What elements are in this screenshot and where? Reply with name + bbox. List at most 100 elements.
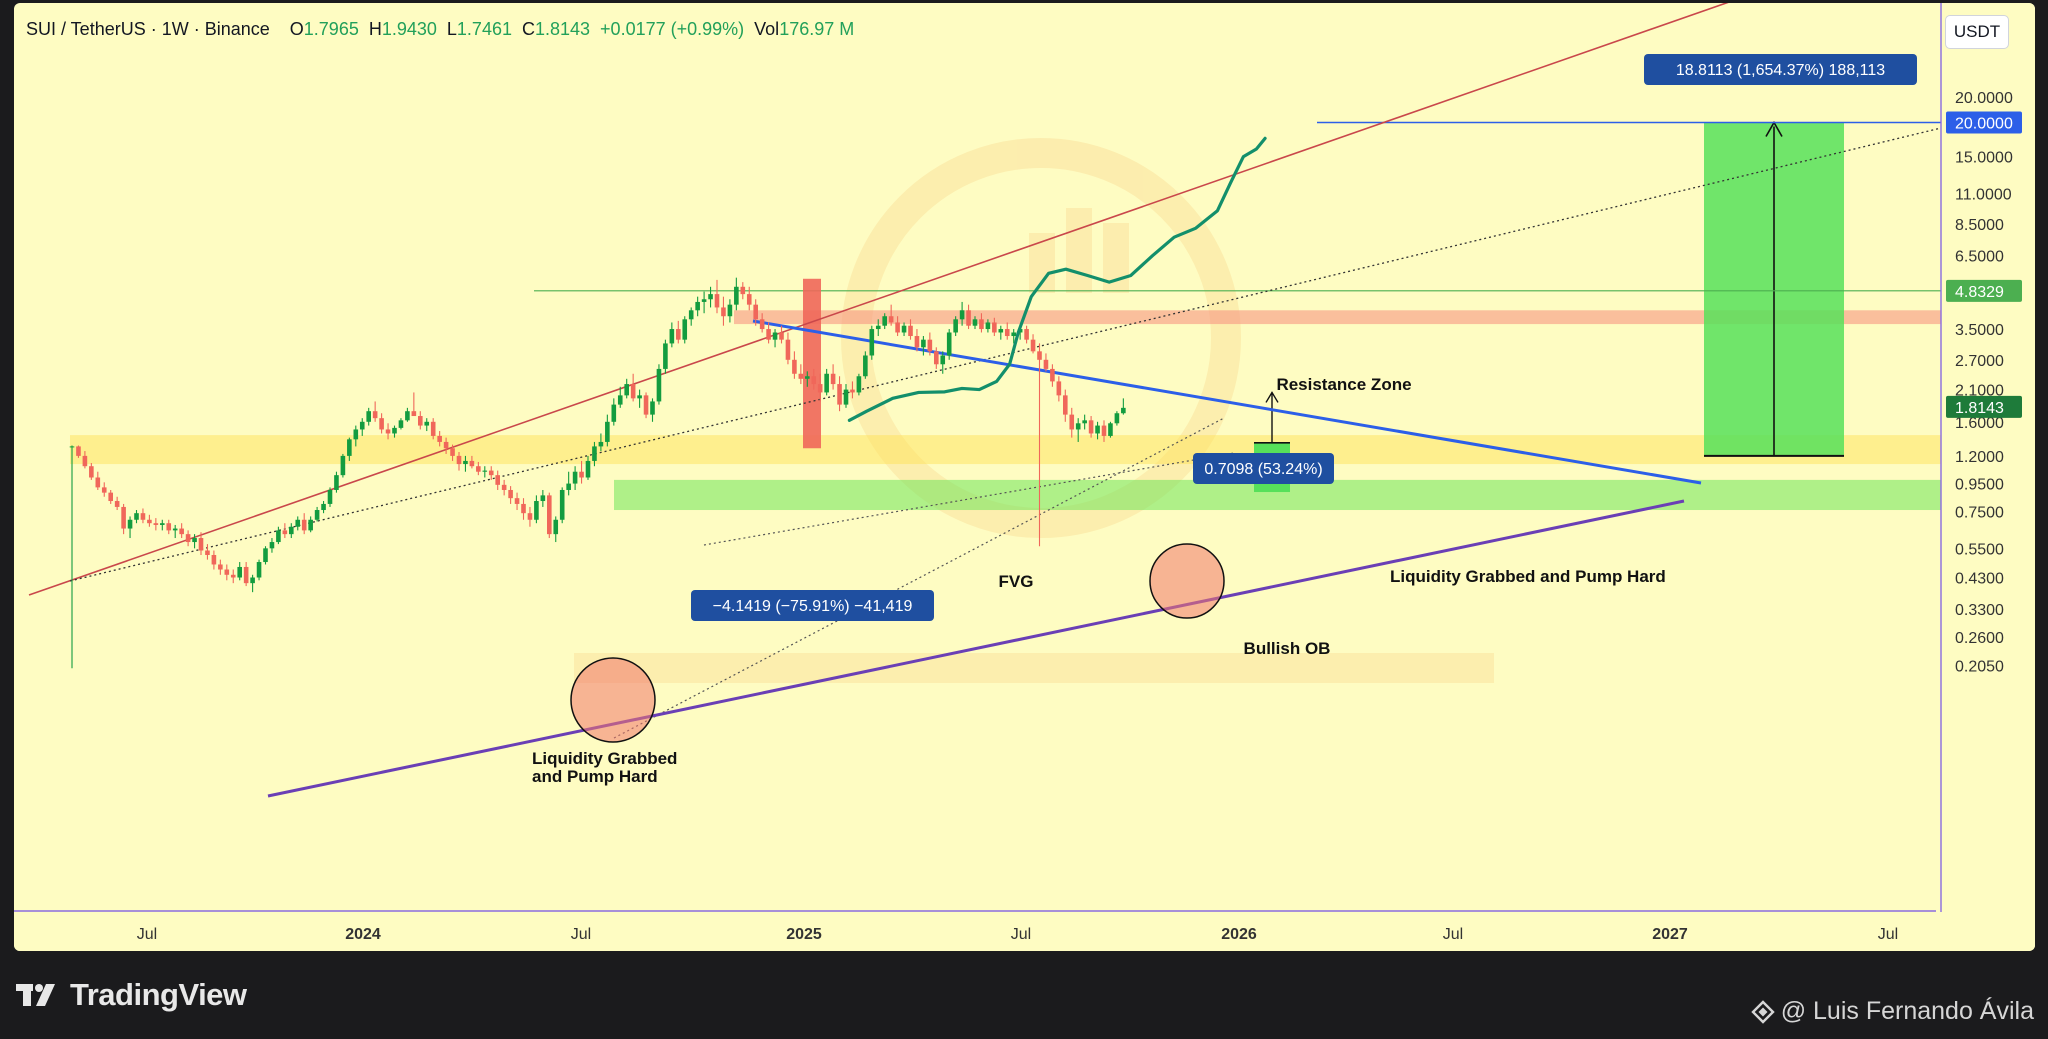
y-tick-label: 3.5000 xyxy=(1955,322,2004,339)
candle-body xyxy=(250,577,255,584)
liquidity-label-left-2: and Pump Hard xyxy=(532,767,658,786)
candle-body xyxy=(592,446,597,461)
tradingview-logo-icon xyxy=(16,984,55,1006)
candle-body xyxy=(992,322,997,333)
candle-body xyxy=(108,492,113,502)
candle-body xyxy=(824,373,829,393)
candle-body xyxy=(785,339,791,360)
candle-body xyxy=(256,562,262,578)
high-value: 1.9430 xyxy=(381,19,437,39)
candle-body xyxy=(779,332,784,340)
close-label: C xyxy=(521,19,535,39)
candle-body xyxy=(953,319,958,333)
y-tick-label-partial: 20.0000 xyxy=(1955,90,2013,107)
candle-body xyxy=(1114,413,1120,424)
candle-body xyxy=(347,439,352,456)
price-axis-label: 20.0000 xyxy=(1946,111,2022,134)
y-tick-label: 1.2000 xyxy=(1955,449,2004,466)
target-label-text: 18.8113 (1,654.37%) 188,113 xyxy=(1676,62,1885,79)
candle-body xyxy=(650,401,655,415)
fvg-label: FVG xyxy=(999,572,1034,591)
x-tick-label: Jul xyxy=(1011,926,1031,943)
price-axis-label-bg xyxy=(1946,395,2022,418)
candle-body xyxy=(714,294,720,308)
drop-measure-bar xyxy=(803,278,821,449)
candle-body xyxy=(547,495,552,535)
candle-body xyxy=(837,384,842,405)
channel-top-line xyxy=(28,3,1729,596)
candle-body xyxy=(76,446,81,456)
y-tick-label: 2.1000 xyxy=(1955,383,2004,400)
candle-body xyxy=(540,495,546,502)
candle-body xyxy=(553,519,559,535)
candle-body xyxy=(224,569,230,575)
candle-body xyxy=(1011,332,1016,337)
candle-body xyxy=(1004,329,1010,337)
x-tick-label: 2027 xyxy=(1652,926,1688,943)
candle-body xyxy=(127,519,133,529)
candle-body xyxy=(959,310,965,320)
watermark-ring xyxy=(841,138,1241,538)
candle-body xyxy=(998,329,1004,333)
y-tick-label: 11.0000 xyxy=(1955,186,2012,203)
candle-body xyxy=(766,329,771,340)
candle-body xyxy=(437,435,442,442)
symbol-title[interactable]: SUI / TetherUS · 1W · Binance xyxy=(26,19,270,39)
candle-body xyxy=(463,460,468,465)
tradingview-logo[interactable]: TradingView xyxy=(16,977,247,1013)
bullish-ob-label: Bullish OB xyxy=(1244,639,1331,658)
candle-body xyxy=(1095,425,1100,434)
x-tick-label: 2024 xyxy=(345,926,381,943)
candle-body xyxy=(811,376,817,385)
candle-body xyxy=(185,534,191,543)
candle-body xyxy=(888,316,894,323)
liquidity-circle-left xyxy=(570,657,656,743)
candle-body xyxy=(843,389,849,405)
target-label-bg xyxy=(1644,54,1917,85)
candle-body xyxy=(740,286,746,295)
candle-body xyxy=(488,470,494,476)
candle-body xyxy=(295,519,301,527)
candle-body xyxy=(798,373,804,379)
candle-body xyxy=(966,310,971,326)
price-chart[interactable]: 18.8113 (1,654.37%) 188,113 0.7098 (53.24… xyxy=(14,3,2035,951)
candle-body xyxy=(1082,420,1087,424)
candle-body xyxy=(805,376,810,379)
candle-body xyxy=(140,513,146,520)
resistance-zone xyxy=(734,310,1941,325)
candle-body xyxy=(1075,423,1081,430)
candle-body xyxy=(727,304,733,317)
candle-body xyxy=(166,523,172,531)
y-tick-label: 0.9500 xyxy=(1955,477,2004,494)
candle-body xyxy=(321,503,326,511)
watermark-bar xyxy=(1066,208,1092,293)
candle-body xyxy=(527,513,533,520)
candle-body xyxy=(501,484,507,490)
candle-body xyxy=(114,501,120,507)
candle-body xyxy=(508,489,513,499)
candle-body xyxy=(1101,425,1107,436)
candle-body xyxy=(443,441,449,449)
y-tick-label: 0.2600 xyxy=(1955,630,2004,647)
candle-body xyxy=(901,325,907,333)
x-tick-label: 2025 xyxy=(786,926,822,943)
chart-frame[interactable]: 18.8113 (1,654.37%) 188,113 0.7098 (53.24… xyxy=(14,3,2035,951)
footer-bar: TradingView @ Luis Fernando Ávila xyxy=(0,951,2048,1039)
candle-body xyxy=(792,359,797,374)
candle-body xyxy=(921,339,926,348)
candle-body xyxy=(721,307,726,317)
candle-body xyxy=(340,455,346,476)
price-axis-label-text: 1.8143 xyxy=(1955,400,2004,417)
bounce-arrow-head xyxy=(1265,391,1279,403)
candle-body xyxy=(314,510,320,520)
candle-body xyxy=(1056,381,1062,396)
candle-body xyxy=(1108,423,1113,436)
candle-body xyxy=(372,411,378,419)
ascending-support-line xyxy=(267,499,1685,798)
author-credit[interactable]: @ Luis Fernando Ávila xyxy=(1751,997,2034,1026)
candle-body xyxy=(211,554,217,565)
currency-button[interactable]: USDT xyxy=(1945,15,2009,49)
dotted-channel-mid-line xyxy=(69,127,1942,582)
candle-body xyxy=(927,339,933,352)
candle-body xyxy=(366,411,371,422)
